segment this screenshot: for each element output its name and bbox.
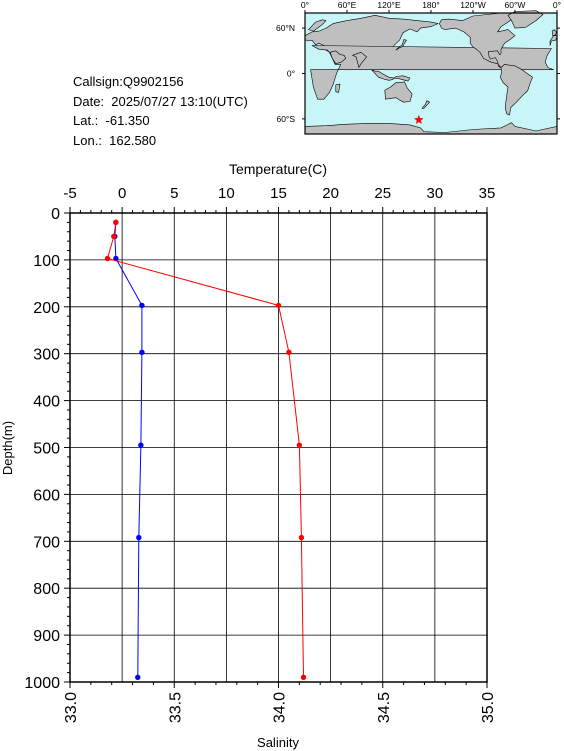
temperature-tick-label: 10 — [218, 185, 235, 202]
salinity-data-point — [111, 233, 117, 240]
land-arabia — [329, 50, 346, 65]
land-nz — [421, 100, 430, 109]
map-lat-label: 0° — [287, 69, 295, 79]
salinity-tick-label: 35.0 — [480, 692, 497, 723]
temperature-data-point — [113, 255, 119, 262]
depth-tick-label: 100 — [33, 253, 60, 270]
depth-tick-label: 500 — [33, 441, 60, 458]
temperature-tick-label: 15 — [270, 185, 287, 202]
callsign-text: Callsign:Q9902156 — [73, 74, 184, 89]
temperature-tick-label: 25 — [374, 185, 391, 202]
map-lon-label: 0° — [301, 0, 309, 10]
salinity-data-point — [113, 219, 119, 226]
map-lon-label: 0° — [553, 0, 561, 10]
depth-tick-label: 600 — [33, 487, 60, 504]
depth-tick-label: 400 — [33, 394, 60, 411]
land-india — [352, 51, 367, 68]
depth-tick-label: 1000 — [24, 675, 60, 692]
chart-frame — [69, 212, 488, 683]
land-greenland — [507, 10, 544, 29]
temperature-tick-label: 30 — [427, 185, 444, 202]
salinity-data-point — [298, 534, 305, 541]
station-info: Callsign:Q9902156 Date: 2025/07/27 13:10… — [73, 72, 248, 150]
salinity-data-point — [104, 255, 111, 262]
map-lon-label: 120°E — [377, 0, 401, 10]
chart-series — [104, 219, 307, 681]
date-text: Date: 2025/07/27 13:10(UTC) — [73, 93, 248, 109]
station-marker-star-icon — [413, 114, 424, 125]
salinity-data-point — [275, 302, 282, 309]
chart-grid — [69, 212, 488, 683]
map-lon-label: 60°E — [338, 0, 357, 10]
longitude-text: Lon.: 162.580 — [73, 132, 157, 148]
depth-tick-label: 0 — [51, 206, 60, 223]
temperature-tick-label: 20 — [322, 185, 339, 202]
salinity-data-point — [300, 674, 307, 681]
salinity-tick-label: 34.5 — [376, 692, 393, 723]
salinity-data-point — [296, 442, 303, 448]
temperature-data-point — [139, 349, 145, 355]
temperature-data-point — [136, 534, 142, 541]
temperature-tick-label: 0 — [118, 185, 126, 202]
temperature-tick-label: 5 — [170, 185, 178, 202]
map-lon-label: 180° — [422, 0, 440, 10]
land-australia — [384, 81, 413, 103]
temperature-tick-label: 35 — [479, 185, 496, 202]
map-lon-label: 120°W — [460, 0, 486, 10]
salinity-profile-line — [106, 222, 304, 678]
temperature-tick-label: -5 — [63, 185, 76, 202]
map-lon-label: 60°W — [505, 0, 526, 10]
salinity-axis-title: Salinity — [257, 735, 299, 750]
depth-tick-label: 200 — [33, 300, 60, 317]
land-japan — [395, 39, 407, 51]
depth-tick-label: 800 — [33, 581, 60, 598]
salinity-tick-label: 33.5 — [167, 692, 184, 723]
map-lat-label: 60°N — [276, 23, 295, 33]
chart-axes: -5 0 5 10 15 20 25 30 35010020030040050060070080… — [24, 185, 497, 723]
temperature-data-point — [135, 674, 141, 681]
land-se-asia-islands — [371, 69, 411, 82]
depth-axis-title: Depth(m) — [0, 421, 15, 475]
temperature-data-point — [138, 442, 144, 448]
latitude-text: Lat.: -61.350 — [73, 113, 150, 128]
land-south-america — [499, 64, 533, 116]
salinity-data-point — [286, 349, 292, 355]
temperature-profile-line — [114, 222, 143, 678]
salinity-tick-label: 33.0 — [63, 692, 80, 723]
land-madagascar — [335, 83, 341, 93]
depth-tick-label: 700 — [33, 534, 60, 551]
temperature-axis-title: Temperature(C) — [229, 161, 327, 177]
depth-tick-label: 300 — [33, 347, 60, 364]
temperature-data-point — [139, 302, 145, 309]
land-scandinavia — [308, 19, 327, 32]
depth-tick-label: 900 — [33, 628, 60, 645]
land-uk — [551, 29, 557, 37]
map-lat-label: 60°S — [276, 114, 295, 124]
salinity-tick-label: 34.0 — [272, 692, 289, 723]
